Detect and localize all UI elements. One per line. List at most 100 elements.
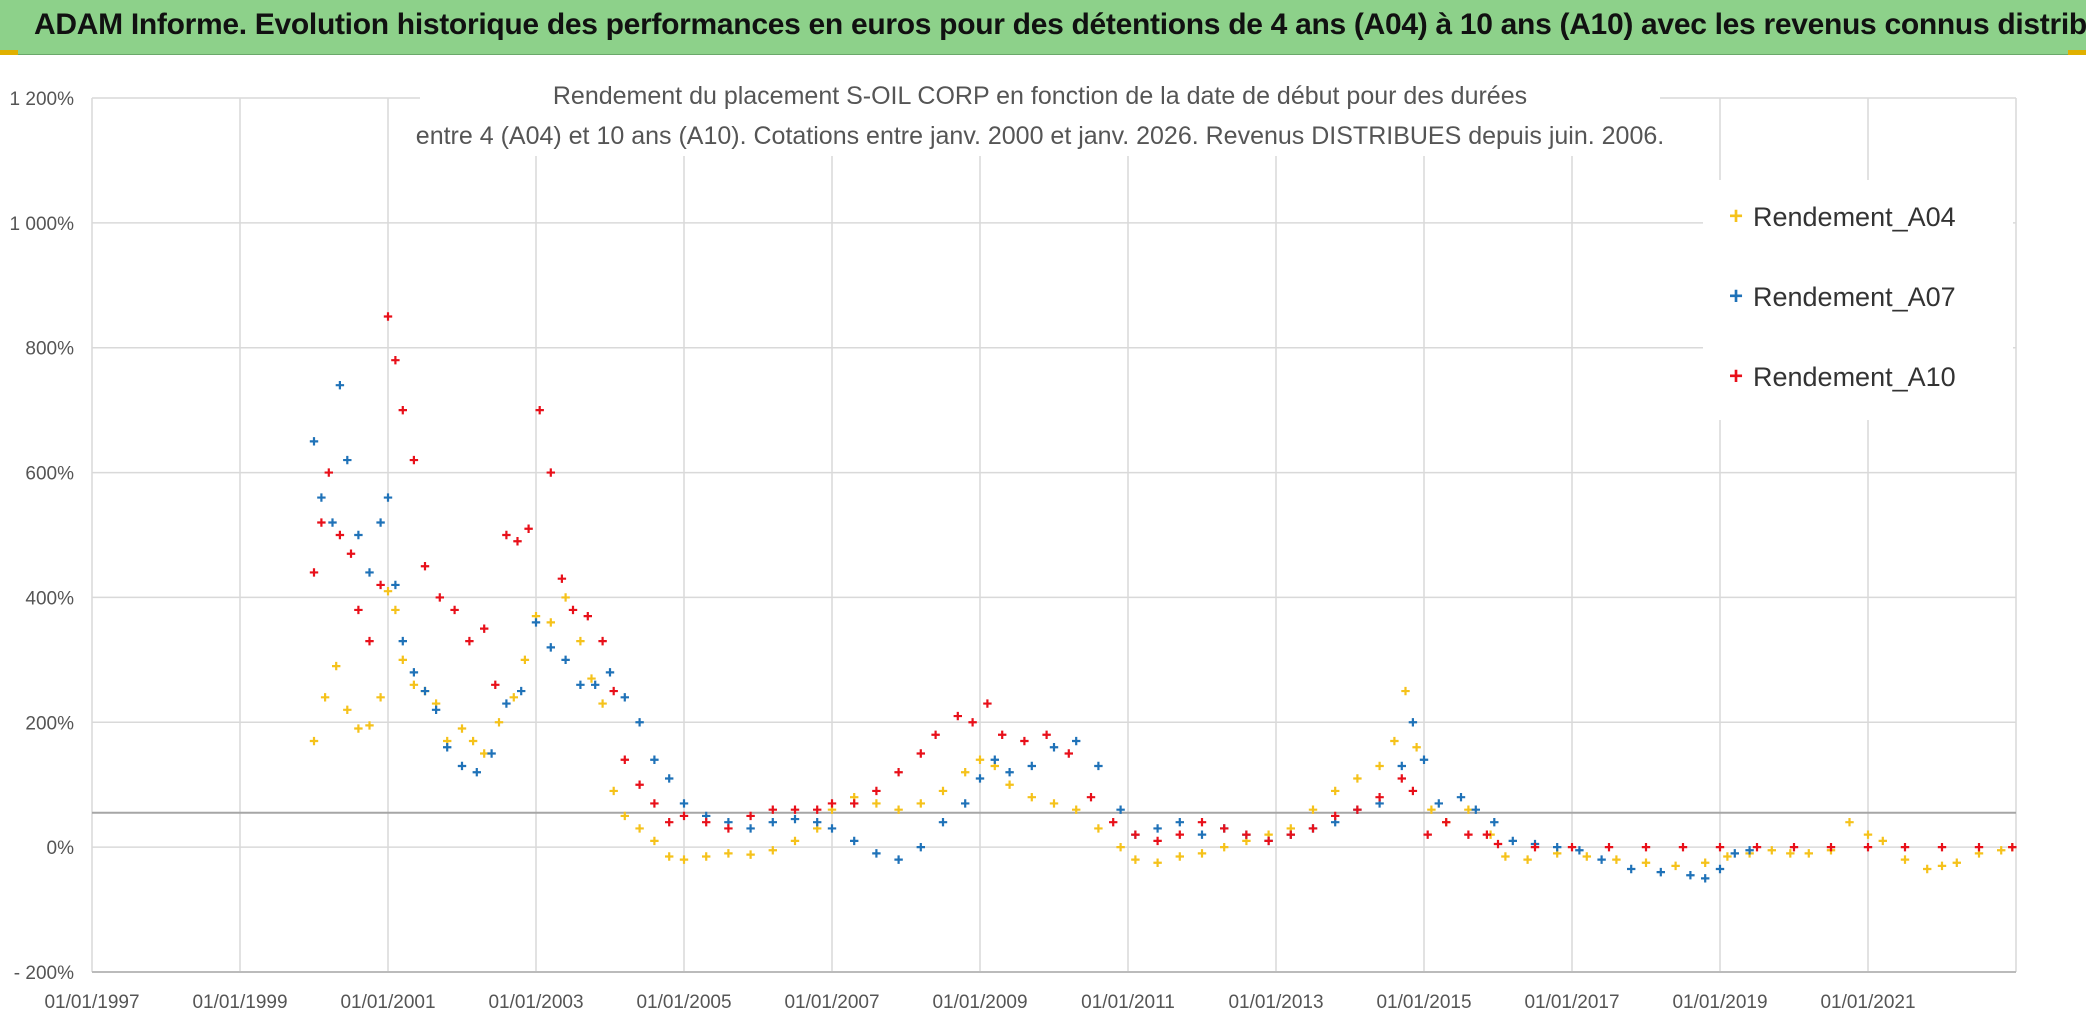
data-point — [317, 493, 326, 502]
data-point — [509, 693, 518, 702]
data-point — [1423, 830, 1432, 839]
data-point — [1049, 743, 1059, 752]
data-point — [1745, 846, 1754, 855]
title-backdrop — [420, 76, 1660, 156]
data-point — [968, 718, 977, 727]
data-point — [1027, 793, 1036, 802]
data-point — [827, 799, 837, 808]
y-tick-label: 0% — [47, 838, 75, 859]
data-point — [376, 693, 385, 702]
corner-accent-left — [0, 50, 18, 55]
data-point — [1723, 852, 1732, 861]
data-point — [557, 574, 567, 583]
x-tick-label: 01/01/2007 — [784, 992, 879, 1013]
data-point — [1767, 846, 1776, 855]
data-point — [1937, 842, 1947, 852]
data-point — [746, 811, 755, 821]
data-point — [1434, 799, 1443, 808]
data-point — [1597, 855, 1606, 864]
data-point — [591, 680, 600, 690]
data-point — [398, 636, 407, 646]
data-point — [398, 405, 407, 415]
data-point — [1804, 849, 1813, 858]
data-point — [1412, 743, 1421, 752]
data-point — [1064, 749, 1073, 758]
data-point — [1471, 805, 1480, 814]
legend-label-a10: Rendement_A10 — [1753, 362, 1956, 392]
x-tick-label: 01/01/2003 — [488, 992, 583, 1013]
data-point — [1627, 864, 1636, 874]
plus-marker-icon: + — [1729, 283, 1744, 310]
data-point — [568, 605, 578, 615]
data-point — [524, 524, 533, 533]
data-point — [1131, 830, 1140, 839]
data-point — [894, 805, 903, 814]
data-point — [975, 774, 985, 783]
data-point — [1845, 817, 1854, 827]
data-point — [346, 549, 356, 558]
data-point — [598, 699, 607, 708]
data-point — [1612, 855, 1621, 864]
data-point — [409, 455, 419, 465]
x-tick-label: 01/01/1999 — [192, 992, 287, 1013]
data-point — [609, 786, 618, 796]
data-point — [1197, 830, 1207, 839]
data-point — [343, 705, 352, 714]
data-point — [1408, 786, 1418, 796]
data-point — [1575, 846, 1584, 855]
data-point — [1353, 774, 1362, 783]
data-point — [827, 824, 837, 833]
data-point — [1072, 736, 1081, 746]
data-point — [650, 755, 659, 764]
data-point — [1153, 836, 1162, 846]
data-point — [938, 786, 948, 796]
data-point — [494, 718, 504, 727]
data-point — [1197, 849, 1207, 858]
data-point — [546, 618, 555, 627]
data-point — [953, 711, 962, 721]
header-bar: ADAM Informe. Evolution historique des p… — [0, 0, 2086, 55]
data-point — [1464, 830, 1473, 839]
data-point — [1501, 852, 1510, 861]
y-tick-label: 800% — [25, 339, 74, 360]
data-point — [391, 356, 400, 365]
data-point — [354, 530, 363, 540]
data-point — [650, 799, 659, 808]
data-point — [1401, 686, 1410, 696]
data-point — [1331, 786, 1340, 796]
data-point — [1109, 817, 1118, 827]
data-point — [1442, 817, 1451, 827]
data-point — [1094, 824, 1103, 833]
data-point — [650, 836, 659, 846]
data-point — [561, 655, 570, 665]
data-point — [813, 805, 822, 814]
data-point — [502, 530, 511, 540]
data-point — [790, 814, 800, 824]
data-point — [1553, 842, 1562, 852]
data-point — [1286, 830, 1295, 839]
data-point — [420, 686, 430, 696]
data-point — [465, 636, 474, 646]
data-point — [1175, 830, 1184, 839]
data-point — [1786, 849, 1795, 858]
data-point — [1049, 799, 1059, 808]
data-point — [702, 852, 711, 861]
data-point — [1456, 793, 1466, 802]
data-point — [894, 855, 903, 864]
data-point — [790, 836, 800, 846]
data-point — [435, 593, 444, 602]
data-point — [768, 817, 777, 827]
page-title: ADAM Informe. Evolution historique des p… — [34, 8, 2086, 41]
x-tick-label: 01/01/2019 — [1672, 992, 1767, 1013]
data-point — [587, 674, 596, 683]
data-point — [457, 724, 467, 733]
data-point — [1715, 842, 1725, 852]
data-point — [1353, 805, 1362, 814]
data-point — [1042, 730, 1051, 739]
series-a04 — [309, 586, 2017, 874]
legend-item-a10: + Rendement_A10 — [1729, 362, 1956, 393]
data-point — [383, 586, 393, 596]
data-point — [1308, 805, 1318, 814]
data-point — [961, 799, 970, 808]
data-point — [1027, 761, 1036, 771]
